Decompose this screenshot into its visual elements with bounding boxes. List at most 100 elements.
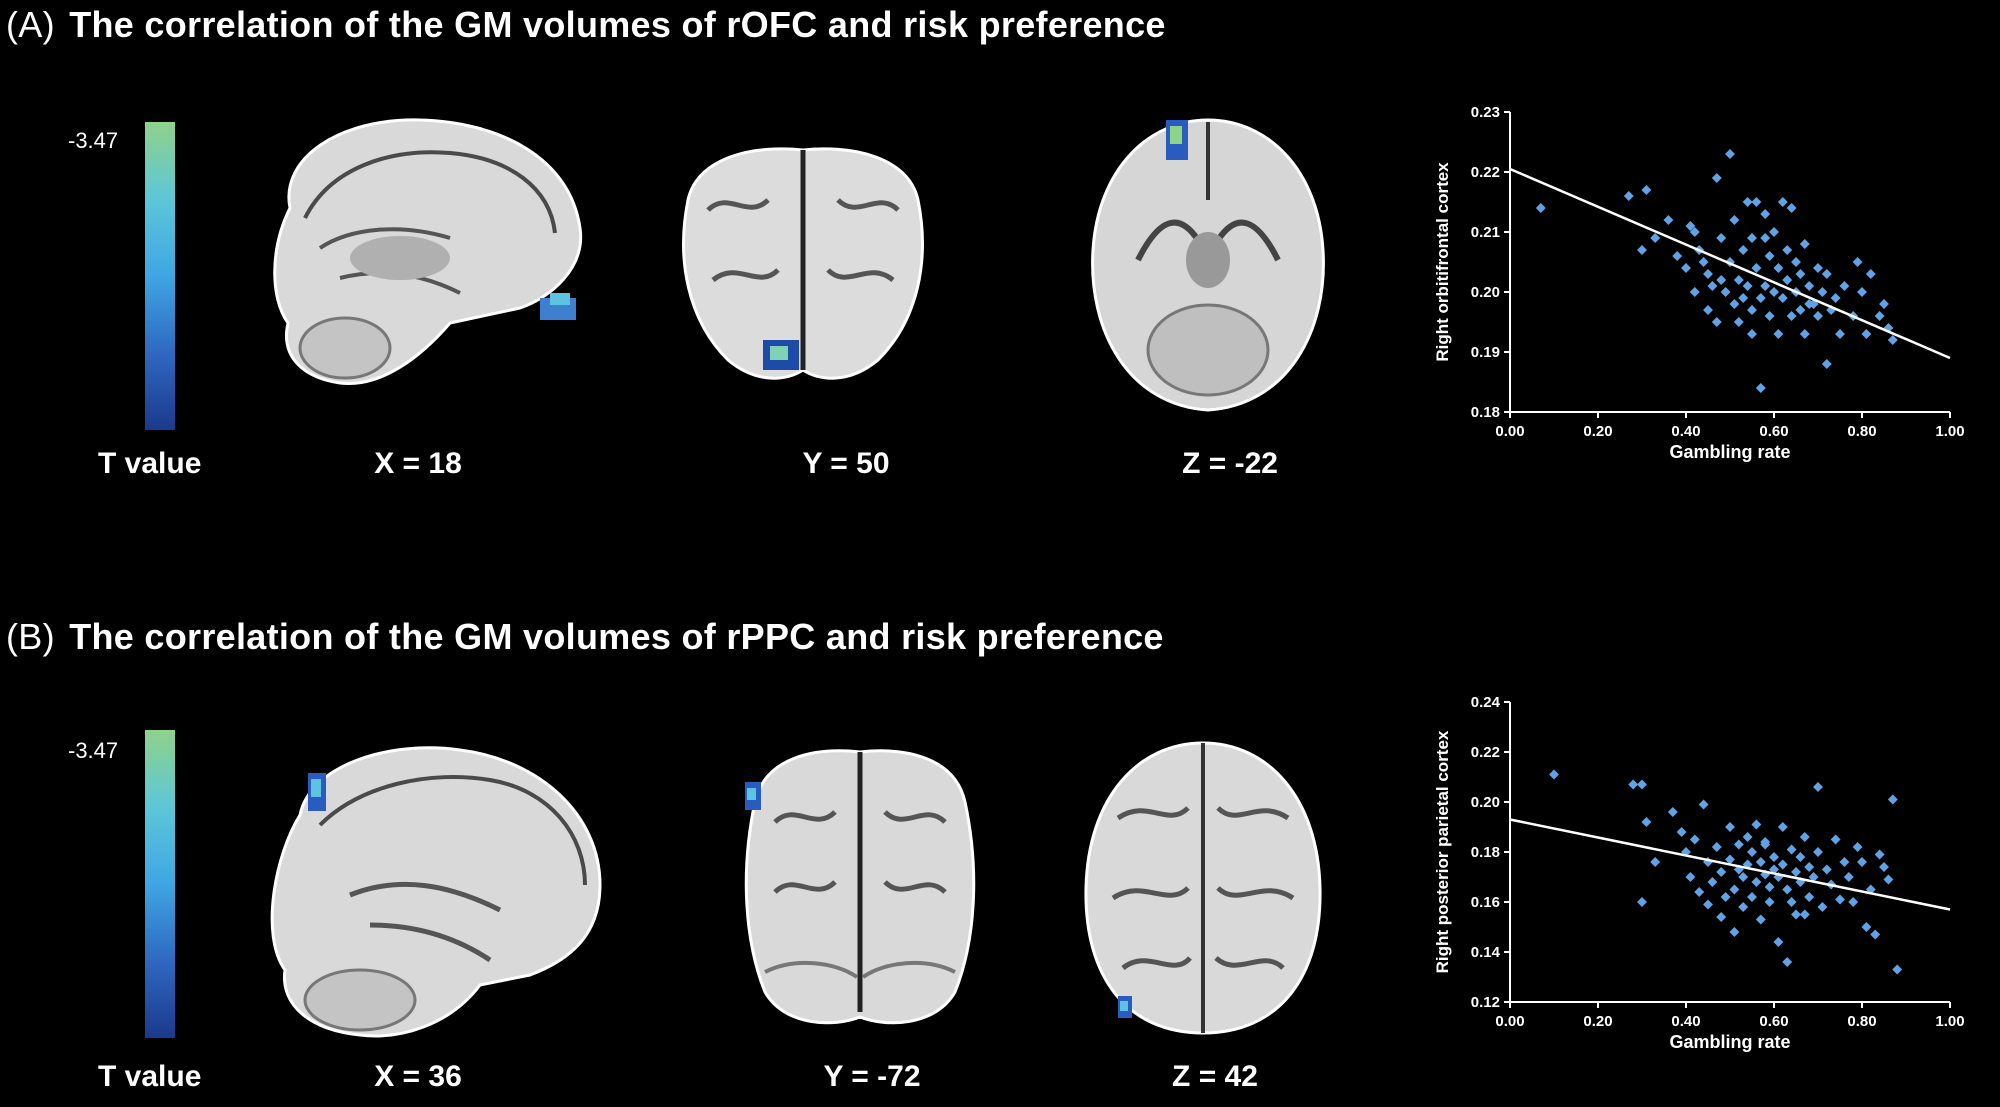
panel-a-data-point [1865,269,1876,279]
panel-a-data-point [1747,233,1757,243]
panel-a-x-tick-label: 1.00 [1935,423,1964,440]
panel-b-y-tick-label: 0.12 [1471,994,1500,1011]
panel-a-coronal-slice [682,147,924,380]
panel-a-data-point [1703,269,1713,279]
panel-b-coronal-slice [744,749,976,1025]
panel-b-data-point [1791,867,1801,877]
panel-a-data-point [1813,311,1823,321]
panel-b-data-point [1725,854,1735,865]
panel-a-data-point [1795,305,1806,315]
panel-a-data-point [1742,197,1753,207]
panel-b-data-point [1751,877,1762,887]
panel-a-data-point [1663,215,1674,225]
panel-a-data-point [1764,311,1775,321]
panel-b-data-point [1799,832,1810,842]
panel-b-data-point [1755,914,1766,925]
panel-b-data-point [1676,827,1687,837]
panel-a-data-point [1782,245,1793,255]
panel-b-data-point [1795,852,1806,862]
panel-b-data-point [1685,872,1696,882]
panel-a-colorbar [145,122,175,430]
panel-b-sagittal-slice [270,746,602,1038]
panel-b-data-point [1733,839,1744,850]
panel-a-data-point [1799,239,1810,249]
panel-b-data-point [1729,927,1740,937]
panel-a-data-point [1777,197,1788,207]
panel-b-data-point [1764,897,1775,907]
panel-a-data-point [1681,263,1691,273]
panel-a-colorbar-caption: T value [98,447,202,480]
panel-a-y-axis-label: Right orbitifrontal cortex [1433,162,1452,362]
panel-a-slice-y-label: Y = 50 [802,447,890,480]
panel-a-data-point [1711,317,1722,327]
panel-a-y-tick-label: 0.20 [1471,284,1500,301]
panel-a-slice-z-label: Z = -22 [1182,447,1278,480]
panel-b-data-point [1742,832,1753,842]
panel-a-data-point [1817,287,1828,297]
panel-b-data-point [1861,922,1872,932]
panel-a-data-point [1716,233,1727,243]
panel-a-colorbar-max: -3.47 [68,128,119,153]
panel-a-data-point [1742,281,1753,291]
panel-b-data-point [1852,842,1863,852]
panel-a-data-point [1707,281,1718,291]
panel-b-x-tick-label: 0.60 [1759,1013,1788,1030]
panel-b-scatter-plot: 0.00 0.20 0.40 0.60 0.80 1.00 0.12 0.14 0.16 0.18… [1433,694,1965,1052]
panel-a-data-point [1874,311,1885,321]
panel-b-data-point [1817,902,1828,912]
panel-a-data-point [1821,269,1832,279]
panel-b-y-axis-label: Right posterior parietal cortex [1433,730,1452,973]
panel-a-data-point [1725,149,1735,159]
panel-b-colorbar [145,730,175,1038]
panel-b-y-tick-label: 0.18 [1471,844,1500,861]
panel-a-data-point [1755,293,1766,303]
panel-b-x-tick-label: 0.20 [1583,1013,1612,1030]
panel-a-data-point [1764,251,1775,261]
panel-b-trend-line [1509,818,1951,911]
panel-a-data-point [1804,281,1815,291]
panel-a-data-point [1711,173,1722,183]
panel-b-data-point [1887,794,1898,805]
panel-a-data-point [1535,203,1546,213]
panel-b-slice-y-label: Y = -72 [823,1060,921,1093]
panel-b-y-tick-label: 0.16 [1471,894,1500,911]
panel-a-x-tick-label: 0.00 [1495,423,1524,440]
panel-a-data-point [1857,287,1867,297]
panel-b-x-tick-label: 0.00 [1495,1013,1524,1030]
panel-a-data-point [1716,275,1727,285]
panel-b-x-axis-label: Gambling rate [1669,1032,1790,1052]
panel-a-x-tick-label: 0.40 [1671,423,1700,440]
panel-b-y-tick-label: 0.20 [1471,794,1500,811]
panel-b-data-point [1786,844,1797,855]
panel-a-x-tick-label: 0.20 [1583,423,1612,440]
panel-b-y-tick-label: 0.22 [1471,744,1500,761]
panel-a-data-point [1689,287,1700,297]
panel-a-data-point [1773,329,1784,339]
panel-a-data-point [1769,227,1779,237]
panel-b-data-point [1747,847,1757,857]
panel-b-data-point [1857,857,1867,867]
panel-a-data-point [1786,203,1797,213]
panel-b-data-point [1747,892,1757,902]
panel-b-data-point [1549,769,1559,780]
panel-b-data-point [1738,872,1749,882]
panel-a-data-point [1813,263,1823,273]
panel-b-data-point [1628,779,1639,790]
panel-b-y-tick-label: 0.14 [1471,944,1501,961]
panel-b-title: (B) The correlation of the GM volumes of… [6,616,1164,658]
panel-b-data-point [1813,782,1823,792]
panel-a-y-tick-label: 0.19 [1471,344,1500,361]
panel-a-data-point [1641,185,1652,195]
panel-b-data-point [1703,899,1713,910]
panel-a-y-tick-label: 0.22 [1471,164,1500,181]
panel-b-data-point [1764,882,1775,892]
panel-a-data-point [1650,233,1661,243]
panel-a-data-point [1698,257,1709,267]
panel-b-data-point [1720,892,1731,902]
panel-b-data-point [1773,937,1784,947]
panel-b-data-point [1804,862,1815,872]
panel-a-data-point [1703,305,1713,315]
panel-a-data-point [1672,251,1683,261]
panel-a-data-point [1760,233,1771,243]
panel-a-y-tick-label: 0.18 [1471,404,1500,421]
